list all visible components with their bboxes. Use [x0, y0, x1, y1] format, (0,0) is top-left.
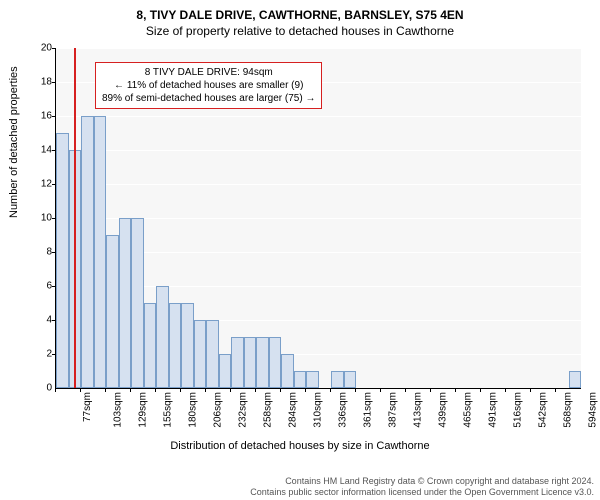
chart-container: 8, TIVY DALE DRIVE, CAWTHORNE, BARNSLEY,…: [0, 0, 600, 500]
x-tick-label: 103sqm: [113, 392, 124, 428]
x-tick-label: 232sqm: [238, 392, 249, 428]
histogram-bar: [94, 116, 107, 388]
histogram-bar: [244, 337, 257, 388]
annotation-line: ← 11% of detached houses are smaller (9): [102, 79, 315, 92]
x-tick-label: 439sqm: [438, 392, 449, 428]
x-tick-label: 413sqm: [413, 392, 424, 428]
annotation-line: 8 TIVY DALE DRIVE: 94sqm: [102, 66, 315, 79]
histogram-bar: [131, 218, 144, 388]
annotation-box: 8 TIVY DALE DRIVE: 94sqm← 11% of detache…: [95, 62, 322, 109]
histogram-bar: [81, 116, 94, 388]
x-tick-label: 542sqm: [538, 392, 549, 428]
y-tick-label: 6: [22, 281, 52, 292]
x-tick-label: 284sqm: [288, 392, 299, 428]
footer-line-1: Contains HM Land Registry data © Crown c…: [250, 476, 594, 487]
y-tick-label: 14: [22, 145, 52, 156]
chart-title-1: 8, TIVY DALE DRIVE, CAWTHORNE, BARNSLEY,…: [0, 0, 600, 22]
histogram-bar: [144, 303, 157, 388]
x-tick-label: 310sqm: [313, 392, 324, 428]
x-tick-label: 568sqm: [563, 392, 574, 428]
footer-line-2: Contains public sector information licen…: [250, 487, 594, 498]
histogram-bar: [169, 303, 182, 388]
histogram-bar: [119, 218, 132, 388]
y-axis-label: Number of detached properties: [8, 66, 20, 218]
histogram-bar: [231, 337, 244, 388]
histogram-bar: [106, 235, 119, 388]
x-tick-label: 594sqm: [588, 392, 599, 428]
x-tick-label: 361sqm: [363, 392, 374, 428]
x-axis-label: Distribution of detached houses by size …: [0, 440, 600, 452]
y-tick-label: 8: [22, 247, 52, 258]
x-tick-label: 180sqm: [188, 392, 199, 428]
histogram-bar: [56, 133, 69, 388]
histogram-bar: [306, 371, 319, 388]
x-tick-label: 465sqm: [463, 392, 474, 428]
histogram-bar: [569, 371, 582, 388]
histogram-bar: [219, 354, 232, 388]
x-tick-label: 155sqm: [163, 392, 174, 428]
x-tick-label: 336sqm: [338, 392, 349, 428]
y-tick-label: 10: [22, 213, 52, 224]
y-tick-label: 2: [22, 349, 52, 360]
y-tick-label: 16: [22, 111, 52, 122]
histogram-bar: [206, 320, 219, 388]
x-tick-label: 387sqm: [388, 392, 399, 428]
histogram-bar: [256, 337, 269, 388]
x-tick-label: 77sqm: [82, 392, 93, 422]
y-tick-label: 0: [22, 383, 52, 394]
annotation-line: 89% of semi-detached houses are larger (…: [102, 92, 315, 105]
histogram-bar: [181, 303, 194, 388]
reference-line: [74, 48, 76, 388]
y-tick-label: 12: [22, 179, 52, 190]
y-tick-label: 20: [22, 43, 52, 54]
x-tick-label: 516sqm: [513, 392, 524, 428]
x-tick-label: 129sqm: [138, 392, 149, 428]
histogram-bar: [156, 286, 169, 388]
x-tick-label: 258sqm: [263, 392, 274, 428]
histogram-bar: [281, 354, 294, 388]
attribution-footer: Contains HM Land Registry data © Crown c…: [250, 476, 594, 499]
histogram-bar: [294, 371, 307, 388]
histogram-bar: [344, 371, 357, 388]
histogram-bar: [194, 320, 207, 388]
histogram-bar: [269, 337, 282, 388]
y-tick-label: 18: [22, 77, 52, 88]
y-tick-label: 4: [22, 315, 52, 326]
chart-title-2: Size of property relative to detached ho…: [0, 22, 600, 38]
x-tick-label: 491sqm: [488, 392, 499, 428]
x-tick-label: 206sqm: [213, 392, 224, 428]
histogram-bar: [331, 371, 344, 388]
